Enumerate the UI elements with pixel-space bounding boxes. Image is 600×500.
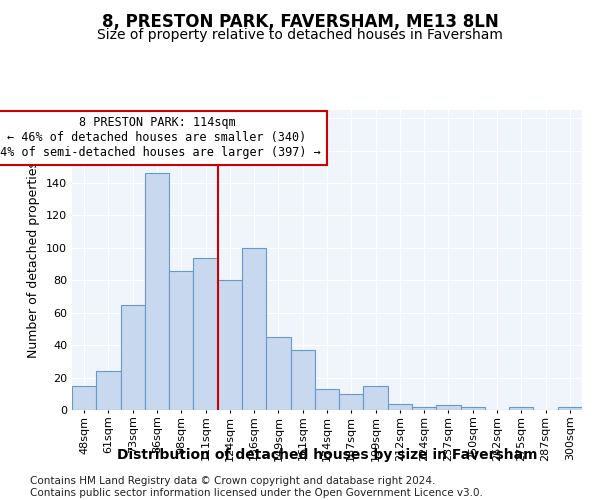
Text: 8 PRESTON PARK: 114sqm
← 46% of detached houses are smaller (340)
54% of semi-de: 8 PRESTON PARK: 114sqm ← 46% of detached… [0, 116, 321, 160]
Bar [364, 386, 388, 410]
Bar [266, 337, 290, 410]
Bar [218, 280, 242, 410]
Bar [509, 407, 533, 410]
Bar [121, 304, 145, 410]
Text: 8, PRESTON PARK, FAVERSHAM, ME13 8LN: 8, PRESTON PARK, FAVERSHAM, ME13 8LN [101, 12, 499, 30]
Y-axis label: Number of detached properties: Number of detached properties [28, 162, 40, 358]
Bar [315, 389, 339, 410]
Bar [436, 405, 461, 410]
Bar [193, 258, 218, 410]
Bar [339, 394, 364, 410]
Text: Size of property relative to detached houses in Faversham: Size of property relative to detached ho… [97, 28, 503, 42]
Bar [145, 173, 169, 410]
Text: Contains HM Land Registry data © Crown copyright and database right 2024.
Contai: Contains HM Land Registry data © Crown c… [30, 476, 483, 498]
Bar [558, 407, 582, 410]
Bar [412, 407, 436, 410]
Bar [96, 371, 121, 410]
Text: Distribution of detached houses by size in Faversham: Distribution of detached houses by size … [117, 448, 537, 462]
Bar [290, 350, 315, 410]
Bar [242, 248, 266, 410]
Bar [169, 270, 193, 410]
Bar [72, 386, 96, 410]
Bar [461, 407, 485, 410]
Bar [388, 404, 412, 410]
